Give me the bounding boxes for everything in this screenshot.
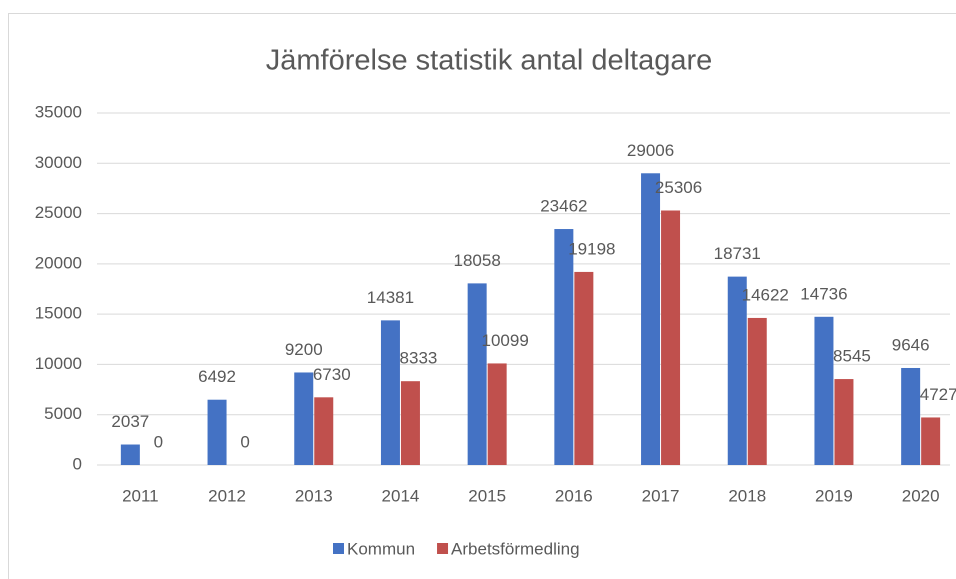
value-label: 8333 [400, 349, 438, 368]
value-label: 8545 [833, 347, 871, 366]
x-tick-label: 2012 [208, 486, 246, 505]
bar [727, 276, 747, 465]
x-tick-label: 2018 [728, 486, 766, 505]
value-label: 18058 [454, 251, 501, 270]
value-label: 29006 [627, 141, 674, 160]
x-tick-label: 2014 [382, 486, 420, 505]
value-label: 4727 [920, 385, 956, 404]
y-tick-label: 20000 [35, 253, 82, 272]
y-tick-label: 0 [73, 454, 82, 473]
value-label: 0 [154, 432, 163, 451]
bar [380, 320, 400, 465]
value-label: 9646 [892, 335, 930, 354]
x-tick-label: 2015 [468, 486, 506, 505]
value-label: 14381 [367, 288, 414, 307]
bar [294, 372, 314, 465]
value-label: 9200 [285, 340, 323, 359]
y-tick-label: 10000 [35, 354, 82, 373]
y-tick-label: 25000 [35, 203, 82, 222]
bar [467, 283, 487, 465]
y-tick-label: 15000 [35, 304, 82, 323]
bar [921, 417, 941, 465]
value-label: 6730 [313, 365, 351, 384]
x-tick-label: 2013 [295, 486, 333, 505]
value-label: 14622 [742, 285, 789, 304]
bar [487, 363, 507, 465]
bar [661, 210, 681, 465]
value-label: 6492 [198, 367, 236, 386]
y-tick-label: 30000 [35, 153, 82, 172]
x-tick-label: 2016 [555, 486, 593, 505]
bar [641, 173, 661, 465]
x-tick-label: 2011 [122, 486, 159, 505]
legend-label: Arbetsförmedling [451, 539, 580, 558]
value-label: 0 [240, 432, 249, 451]
chart-title: Jämförelse statistik antal deltagare [266, 45, 713, 77]
bar [120, 444, 140, 465]
value-label: 10099 [482, 331, 529, 350]
value-label: 19198 [568, 239, 615, 258]
bar [574, 271, 594, 465]
value-label: 25306 [655, 178, 702, 197]
value-label: 14736 [800, 284, 847, 303]
value-label: 23462 [540, 197, 587, 216]
bar [834, 379, 854, 465]
legend-swatch [437, 543, 449, 554]
x-tick-label: 2020 [902, 486, 940, 505]
bar [314, 397, 334, 465]
value-label: 2037 [111, 412, 149, 431]
bar [554, 229, 574, 465]
bar [814, 316, 834, 465]
x-tick-label: 2019 [815, 486, 853, 505]
legend-label: Kommun [347, 539, 415, 558]
value-label: 18731 [714, 244, 761, 263]
bar [747, 317, 767, 465]
legend-swatch [333, 543, 344, 554]
bar [207, 399, 227, 465]
y-tick-label: 35000 [35, 102, 82, 121]
bar [400, 381, 420, 465]
x-tick-label: 2017 [642, 486, 680, 505]
bar [901, 367, 921, 465]
y-tick-label: 5000 [44, 404, 82, 423]
